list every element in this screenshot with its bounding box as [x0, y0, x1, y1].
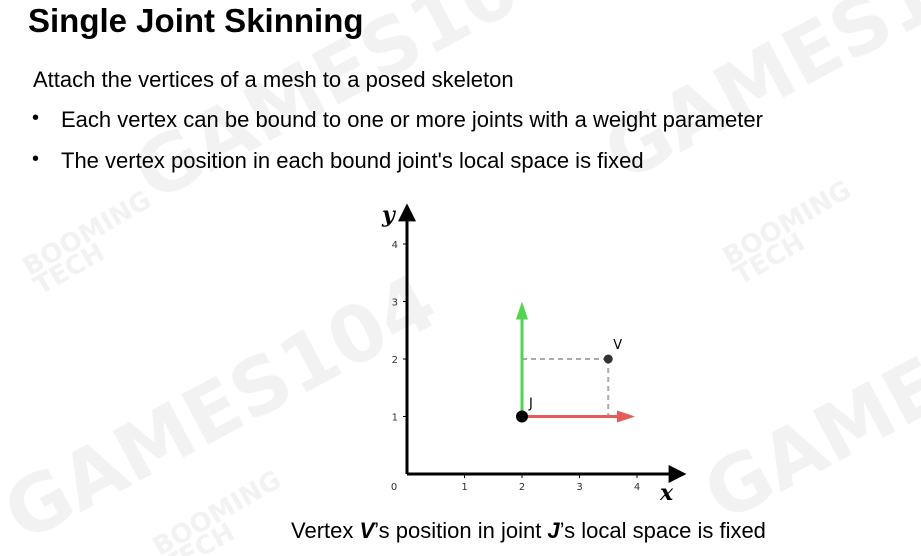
- vertex-symbol: V: [359, 518, 375, 543]
- joint-symbol: J: [547, 518, 560, 543]
- bullet-list: • Each vertex can be bound to one or mor…: [30, 107, 763, 189]
- y-tick-label: 4: [392, 240, 398, 251]
- bullet-item: • The vertex position in each bound join…: [30, 148, 763, 189]
- vertex-point: [603, 354, 613, 364]
- x-tick-label: 0: [391, 482, 397, 493]
- joint-label: J: [528, 397, 533, 412]
- bullet-text: Each vertex can be bound to one or more …: [61, 107, 763, 132]
- intro-text: Attach the vertices of a mesh to a posed…: [33, 67, 514, 92]
- x-tick-label: 1: [461, 482, 467, 493]
- joint-local-x-arrowhead: [617, 410, 635, 423]
- y-tick-label: 3: [392, 298, 398, 309]
- x-axis-label: x: [659, 480, 674, 506]
- vertex-label: V: [613, 338, 622, 353]
- bullet-dot-icon: •: [32, 107, 40, 129]
- x-tick-label: 3: [576, 482, 582, 493]
- x-tick-label: 2: [519, 482, 525, 493]
- y-tick-label: 1: [392, 413, 398, 424]
- bullet-text: The vertex position in each bound joint'…: [61, 148, 644, 173]
- x-tick-label: 4: [634, 482, 640, 493]
- bullet-item: • Each vertex can be bound to one or mor…: [30, 107, 763, 148]
- slide-title: Single Joint Skinning: [28, 2, 364, 39]
- y-tick-label: 2: [392, 355, 398, 366]
- joint-local-y-arrowhead: [516, 301, 528, 320]
- joint-point: [516, 410, 528, 423]
- diagram-caption: Vertex V’s position in joint J’s local s…: [291, 518, 766, 543]
- y-axis-label: y: [381, 202, 397, 228]
- bullet-dot-icon: •: [32, 148, 40, 170]
